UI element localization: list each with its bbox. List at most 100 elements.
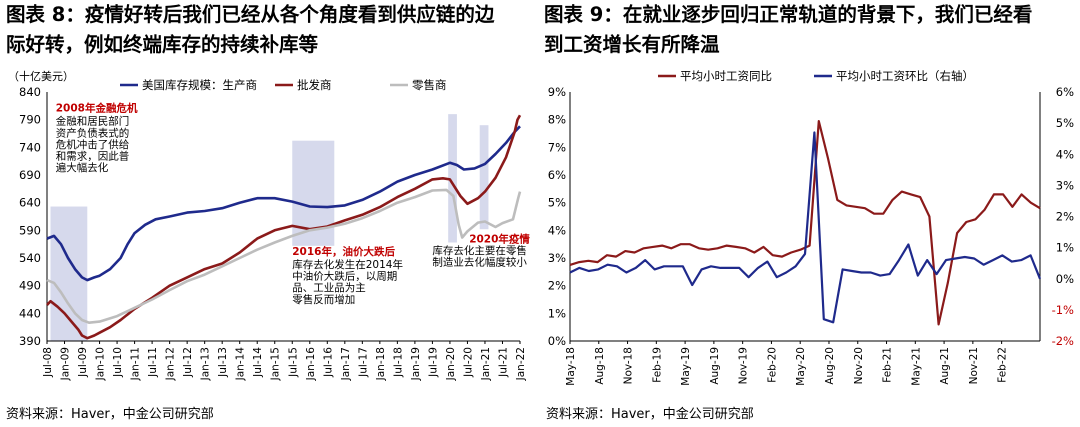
left-annotation-text: 危机冲击了供给 [56, 138, 130, 151]
right-y-tick-label-right: 3% [1056, 178, 1074, 192]
right-y-tick-label-left: 9% [548, 85, 566, 99]
right-y-tick-label-left: 8% [548, 113, 566, 127]
right-chart-title-line1: 图表 9：在就业逐步回归正常轨道的背景下，我们已经看 [544, 3, 1033, 26]
left-x-tick-label: Jan-15 [270, 347, 282, 381]
right-chart-source: 资料来源：Haver，中金公司研究部 [546, 407, 754, 422]
left-annotation-text: 2008年金融危机 [56, 101, 138, 114]
right-x-tick-label: Aug-21 [939, 347, 951, 385]
left-annotation-text: 制造业去化幅度较小 [432, 256, 527, 269]
left-y-tick-label: 690 [19, 168, 41, 182]
right-y-tick-label-left: 1% [548, 306, 566, 320]
right-y-tick-label-left: 5% [548, 196, 566, 210]
right-y-tick-label-right: 6% [1056, 85, 1074, 99]
left-annotation-text: 品、工业品为主 [292, 282, 366, 294]
left-annotation-text: 和需求，因此普 [56, 150, 130, 163]
left-x-tick-label: Jan-20 [445, 347, 457, 381]
left-y-tick-label: 440 [19, 306, 41, 320]
right-y-tick-label-right: 1% [1056, 241, 1074, 255]
left-y-tick-label: 540 [19, 251, 41, 265]
left-legend-label: 批发商 [297, 78, 332, 92]
right-chart-panel: 图表 9：在就业逐步回归正常轨道的背景下，我们已经看 到工资增长有所降温 0% 1… [540, 0, 1080, 427]
left-x-tick-label: Jan-16 [305, 347, 317, 382]
right-x-tick-label: Aug-20 [824, 347, 836, 385]
left-x-tick-label: Jul-18 [392, 347, 404, 378]
left-annotation-text: 库存去化发生在2014年 [292, 258, 403, 271]
left-x-tick-label: Jan-19 [410, 347, 422, 381]
left-x-tick-label: Jul-09 [77, 347, 89, 378]
right-series-line-0 [569, 120, 1041, 326]
left-annotation-text: 2016年，油价大跌后 [292, 245, 395, 258]
left-x-tick-label: Jan-21 [480, 347, 492, 381]
right-x-tick-label: May-20 [795, 347, 807, 386]
right-x-tick-label: May-18 [565, 347, 577, 386]
right-y-tick-label-left: 0% [548, 334, 566, 348]
left-x-tick-label: Jan-10 [95, 347, 107, 381]
left-x-tick-label: Jul-20 [462, 347, 474, 378]
right-x-tick-label: Nov-18 [623, 347, 635, 384]
right-y-tick-label-left: 7% [548, 140, 566, 154]
left-series-line-2 [46, 188, 522, 324]
left-chart-svg: （十亿美元） 390 440 490 540 590 640 690 740 790 840 Jul-… [8, 69, 530, 382]
left-y-unit-label: （十亿美元） [8, 69, 74, 83]
right-x-tick-label: Feb-20 [766, 347, 778, 383]
left-x-tick-label: Jan-14 [235, 347, 247, 382]
right-y-tick-label-right: 2% [1056, 210, 1074, 224]
left-annotation-text: 2020年疫情 [469, 233, 530, 246]
right-y-tick-label-right: 5% [1056, 116, 1074, 130]
left-annotation-text: 资产负债表式的 [56, 126, 130, 139]
left-x-tick-label: Jul-15 [287, 347, 299, 378]
left-x-tick-label: Jan-22 [515, 347, 527, 381]
right-y-tick-label-right: 0% [1056, 272, 1074, 286]
right-series-line-1 [569, 131, 1042, 324]
right-x-tick-label: Nov-20 [853, 347, 865, 384]
right-chart-title-line2: 到工资增长有所降温 [544, 33, 720, 56]
left-x-tick-label: Jul-10 [112, 347, 124, 378]
right-x-tick-label: Feb-19 [651, 347, 663, 383]
left-chart-source: 资料来源：Haver，中金公司研究部 [6, 407, 214, 422]
right-x-tick-label: Aug-19 [709, 347, 721, 385]
left-shaded-period [448, 114, 457, 243]
right-chart-svg: 0% 1% 2% 3% 4% 5% 6% 7% 8% 9% -2% -1% 0% 1% 2% 3% 4% 5% 6%… [548, 69, 1074, 386]
left-legend-label: 美国库存规模：生产商 [142, 78, 257, 92]
left-y-tick-label: 790 [19, 113, 41, 127]
left-annotation-text: 零售反而增加 [292, 293, 355, 306]
left-annotation-text: 遍大幅去化 [56, 161, 109, 174]
right-y-tick-label-left: 2% [548, 279, 566, 293]
left-x-tick-label: Jan-17 [340, 347, 352, 381]
left-x-tick-label: Jul-17 [357, 347, 369, 378]
left-x-tick-label: Jul-21 [497, 347, 509, 378]
left-x-tick-label: Jan-11 [130, 347, 142, 381]
right-y-tick-label-right: 4% [1056, 147, 1074, 161]
right-y-tick-label-right: -1% [1052, 303, 1074, 317]
right-x-tick-label: Feb-22 [997, 347, 1009, 383]
left-annotation-text: 中油价大跌后，以周期 [292, 270, 397, 283]
right-legend-label: 平均小时工资同比 [680, 69, 772, 83]
right-x-tick-label: May-19 [680, 347, 692, 386]
right-y-tick-label-left: 4% [548, 223, 566, 237]
left-x-tick-label: Jan-12 [165, 347, 177, 381]
left-annotation-text: 金融和居民部门 [56, 115, 130, 128]
left-chart-title-line1: 图表 8：疫情好转后我们已经从各个角度看到供应链的边 [6, 3, 495, 26]
left-y-tick-label: 490 [19, 279, 41, 293]
left-y-tick-label: 590 [19, 223, 41, 237]
left-chart-title-line2: 际好转，例如终端库存的持续补库等 [6, 33, 319, 56]
right-x-tick-label: Feb-21 [882, 347, 894, 383]
left-x-tick-label: Jul-11 [147, 347, 159, 378]
left-x-tick-label: Jan-09 [60, 347, 72, 381]
left-x-tick-label: Jul-14 [252, 347, 264, 378]
left-x-tick-label: Jul-12 [182, 347, 194, 378]
right-y-tick-label-right: -2% [1052, 334, 1074, 348]
left-y-tick-label: 740 [19, 140, 41, 154]
left-series-line-1 [46, 114, 522, 340]
left-y-tick-label: 840 [19, 85, 41, 99]
left-legend-label: 零售商 [412, 78, 447, 92]
left-x-tick-label: Jan-13 [200, 347, 212, 381]
left-chart-panel: 图表 8：疫情好转后我们已经从各个角度看到供应链的边 际好转，例如终端库存的持续… [6, 3, 530, 422]
right-x-tick-label: May-21 [910, 347, 922, 386]
left-annotation-text: 库存去化主要在零售 [432, 244, 527, 257]
right-y-tick-label-left: 3% [548, 251, 566, 265]
right-x-tick-label: Aug-18 [594, 347, 606, 385]
left-x-tick-label: Jul-16 [322, 347, 334, 378]
left-x-tick-label: Jul-08 [42, 347, 54, 378]
left-y-tick-label: 640 [19, 196, 41, 210]
